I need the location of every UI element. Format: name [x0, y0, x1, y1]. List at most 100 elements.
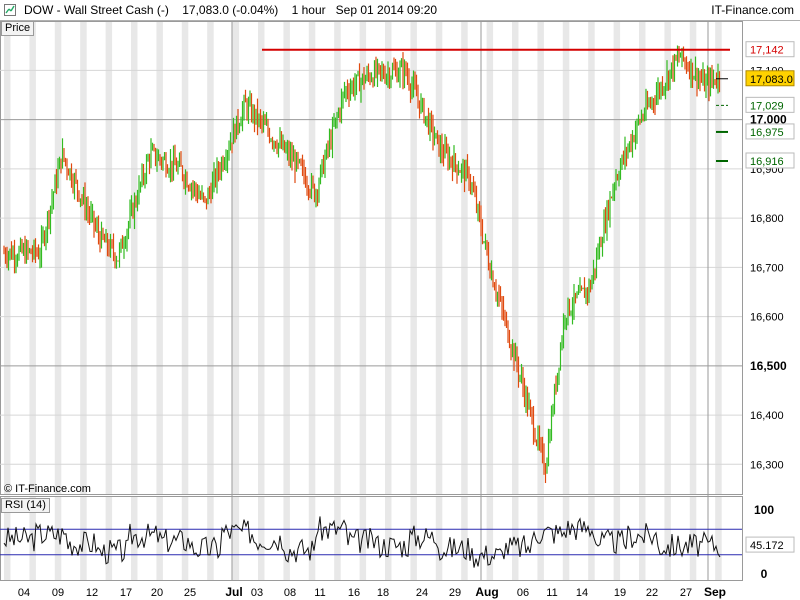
shade-band	[207, 496, 214, 580]
shade-band	[131, 496, 138, 580]
shade-band	[156, 21, 163, 494]
shade-band	[334, 21, 341, 494]
x-axis-label: 24	[416, 587, 428, 599]
rsi-pane-frame	[0, 496, 743, 581]
shade-band	[715, 496, 722, 580]
price-pane-label: Price	[1, 21, 35, 36]
shade-band	[664, 496, 671, 580]
shade-band	[486, 21, 494, 494]
shade-band	[156, 496, 163, 580]
shade-band	[562, 496, 570, 580]
shade-band	[80, 21, 87, 494]
price-tick-label: 16,800	[750, 213, 784, 225]
shade-band	[334, 496, 341, 580]
shade-band	[537, 21, 544, 494]
shade-band	[537, 496, 544, 580]
x-axis-label: Sep	[704, 585, 726, 599]
copyright-label: © IT-Finance.com	[4, 483, 91, 495]
x-axis-label: 11	[546, 587, 557, 599]
level-label: 16,975	[750, 127, 784, 139]
shade-band	[105, 21, 113, 494]
x-axis-label: 27	[680, 587, 692, 599]
level-label: 17,142	[750, 45, 784, 57]
price-tick-label: 17,000	[750, 113, 787, 127]
shade-band	[512, 496, 519, 580]
level-box	[745, 96, 795, 113]
rsi-tick-label: 0	[761, 567, 768, 581]
shade-band	[308, 496, 316, 580]
x-axis-label: 18	[377, 587, 389, 599]
shade-band	[131, 21, 138, 494]
shade-band	[258, 21, 265, 494]
shade-band	[461, 21, 468, 494]
shade-band	[512, 21, 519, 494]
shade-band	[258, 496, 265, 580]
shade-band	[639, 21, 646, 494]
x-axis-label: 17	[120, 587, 132, 599]
x-axis-label: 04	[18, 587, 30, 599]
shade-band	[588, 21, 595, 494]
shade-band	[715, 21, 722, 494]
shade-band	[385, 21, 392, 494]
x-axis-label: 29	[449, 587, 461, 599]
shade-band	[613, 21, 621, 494]
shade-band	[54, 496, 62, 580]
shade-band	[54, 21, 62, 494]
shade-band	[385, 496, 392, 580]
price-tick-label: 16,600	[750, 312, 784, 324]
shade-band	[410, 496, 417, 580]
shade-band	[232, 496, 240, 580]
level-box	[745, 70, 795, 87]
rsi-value-box	[745, 536, 795, 553]
rsi-value-label: 45.172	[750, 540, 784, 552]
price-tick-label: 16,300	[750, 459, 784, 471]
shade-band	[689, 21, 697, 494]
shade-band	[588, 496, 595, 580]
x-axis-label: 11	[314, 587, 325, 599]
rsi-pane-label: RSI (14)	[1, 498, 50, 513]
shade-band	[232, 21, 240, 494]
level-box	[745, 41, 795, 58]
shade-band	[486, 496, 494, 580]
x-axis-label: 14	[576, 587, 588, 599]
window-icon	[4, 4, 16, 16]
shade-band	[461, 496, 468, 580]
level-label: 17,083.0	[750, 74, 793, 86]
price-tick-label: 16,400	[750, 410, 784, 422]
x-axis-label: 16	[348, 587, 360, 599]
price-tick-label: 16,700	[750, 262, 784, 274]
x-axis-label: 22	[646, 587, 658, 599]
rsi-line	[3, 516, 721, 568]
x-axis-label: 03	[251, 587, 263, 599]
shade-band	[562, 21, 570, 494]
shade-band	[308, 21, 316, 494]
level-box	[745, 152, 795, 169]
x-axis-label: 19	[614, 587, 626, 599]
shade-band	[283, 21, 290, 494]
brand-label: IT-Finance.com	[711, 3, 794, 17]
level-box	[745, 123, 795, 140]
x-axis-label: 06	[517, 587, 529, 599]
level-label: 16,916	[750, 156, 784, 168]
price-tick-label: 16,500	[750, 359, 787, 373]
shade-band	[181, 21, 189, 494]
shade-band	[359, 496, 367, 580]
title-bar: DOW - Wall Street Cash (-) 17,083.0 (-0.…	[0, 0, 800, 21]
shade-band	[181, 496, 189, 580]
shade-band	[435, 21, 443, 494]
shade-band	[105, 496, 113, 580]
x-axis-label: 08	[284, 587, 296, 599]
x-axis-label: Aug	[475, 585, 498, 599]
rsi-tick-label: 100	[754, 503, 774, 517]
shade-band	[410, 21, 417, 494]
x-axis-label: 20	[151, 587, 163, 599]
shade-band	[207, 21, 214, 494]
x-axis-label: 12	[86, 587, 98, 599]
x-axis-label: 09	[52, 587, 64, 599]
level-label: 17,029	[750, 100, 784, 112]
shade-band	[359, 21, 367, 494]
shade-band	[664, 21, 671, 494]
x-axis-label: Jul	[225, 585, 242, 599]
price-pane-frame	[0, 21, 743, 495]
